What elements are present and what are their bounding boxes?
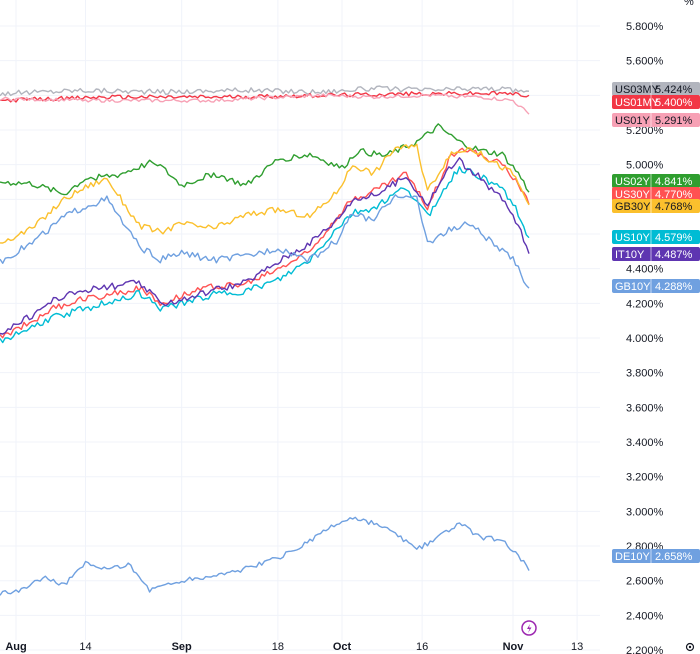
series-last-value: 4.487% bbox=[655, 249, 693, 261]
x-tick-label: Nov bbox=[503, 641, 525, 653]
last-value-badge-de10y: DE10Y 2.658% bbox=[612, 549, 700, 563]
y-tick-label: 5.000% bbox=[626, 160, 664, 172]
series-line-gb10y bbox=[0, 194, 530, 289]
last-value-badge-gb30y: GB30Y 4.768% bbox=[612, 199, 700, 213]
x-tick-label: 13 bbox=[571, 641, 583, 653]
series-last-value: 4.579% bbox=[655, 232, 693, 244]
y-tick-label: 5.600% bbox=[626, 56, 664, 68]
y-tick-label: 3.800% bbox=[626, 368, 664, 380]
series-line-it10y bbox=[0, 157, 530, 335]
y-tick-label: 3.400% bbox=[626, 437, 664, 449]
x-tick-label: 16 bbox=[416, 641, 428, 653]
y-unit-symbol: % bbox=[684, 0, 694, 8]
series-line-de10y bbox=[0, 516, 530, 596]
series-last-value: 4.770% bbox=[655, 189, 693, 201]
y-tick-label: 5.200% bbox=[626, 125, 664, 137]
series-line-gb30y bbox=[0, 143, 530, 244]
series-name-label: GB10Y bbox=[615, 281, 651, 293]
y-tick-label: 3.000% bbox=[626, 506, 664, 518]
x-tick-label: Aug bbox=[5, 641, 26, 653]
series-last-value: 5.291% bbox=[655, 115, 693, 127]
gear-icon[interactable] bbox=[685, 642, 695, 652]
y-tick-label: 5.800% bbox=[626, 21, 664, 33]
last-value-badge-us30y: US30Y 4.770% bbox=[612, 187, 700, 201]
series-name-label: US03MY bbox=[615, 84, 660, 96]
last-value-badge-it10y: IT10Y 4.487% bbox=[612, 247, 700, 261]
series-lines bbox=[0, 85, 530, 596]
series-name-label: US10Y bbox=[615, 232, 651, 244]
last-value-badge-us02y: US02Y 4.841% bbox=[612, 174, 700, 188]
series-line-us02y bbox=[0, 123, 530, 196]
x-tick-label: Oct bbox=[333, 641, 352, 653]
series-last-value: 2.658% bbox=[655, 551, 693, 563]
series-line-us01y bbox=[0, 93, 530, 115]
x-tick-label: 14 bbox=[79, 641, 91, 653]
last-value-badge-us10y: US10Y 4.579% bbox=[612, 230, 700, 244]
series-last-value: 5.424% bbox=[655, 84, 693, 96]
y-tick-label: 4.200% bbox=[626, 298, 664, 310]
last-value-badge-us01y: US01Y 5.291% bbox=[612, 113, 700, 127]
series-last-value: 4.841% bbox=[655, 176, 693, 188]
y-tick-label: 3.200% bbox=[626, 472, 664, 484]
y-tick-label: 2.400% bbox=[626, 610, 664, 622]
last-value-badge-gb10y: GB10Y 4.288% bbox=[612, 279, 700, 293]
grid-lines bbox=[0, 0, 600, 651]
y-tick-label: 2.200% bbox=[626, 645, 664, 654]
y-tick-label: 4.000% bbox=[626, 333, 664, 345]
series-name-label: US30Y bbox=[615, 189, 651, 201]
series-line-us30y bbox=[0, 147, 530, 339]
series-line-us03my bbox=[0, 85, 530, 97]
x-axis: Aug 14 Sep 18 Oct 16 Nov 13 bbox=[5, 641, 583, 653]
series-last-value: 5.400% bbox=[655, 97, 693, 109]
x-tick-label: 18 bbox=[272, 641, 284, 653]
series-line-us01my bbox=[0, 90, 530, 103]
series-last-value: 4.288% bbox=[655, 281, 693, 293]
series-name-label: DE10Y bbox=[615, 551, 651, 563]
series-name-label: IT10Y bbox=[615, 249, 645, 261]
series-line-us10y bbox=[0, 166, 530, 344]
x-tick-label: Sep bbox=[172, 641, 192, 653]
series-name-label: US01MY bbox=[615, 97, 660, 109]
lightning-bolt-icon[interactable] bbox=[521, 620, 537, 636]
y-tick-label: 3.600% bbox=[626, 402, 664, 414]
series-name-label: US01Y bbox=[615, 115, 651, 127]
series-last-value: 4.768% bbox=[655, 201, 693, 213]
y-tick-label: 4.400% bbox=[626, 264, 664, 276]
series-name-label: US02Y bbox=[615, 176, 651, 188]
y-tick-label: 2.600% bbox=[626, 576, 664, 588]
series-name-label: GB30Y bbox=[615, 201, 651, 213]
